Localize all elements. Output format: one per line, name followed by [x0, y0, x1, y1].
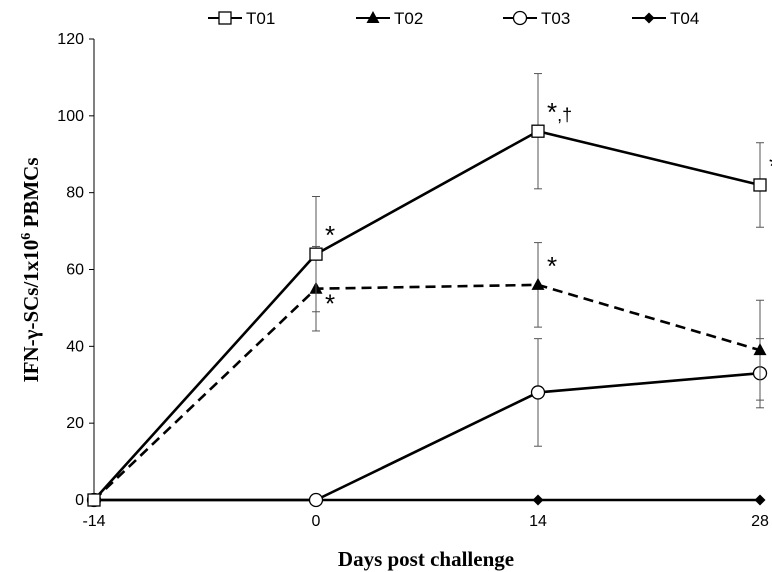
y-tick-label: 100: [57, 108, 84, 125]
significance-annotation: *: [547, 251, 557, 281]
x-tick-label: 0: [312, 513, 321, 530]
y-tick-label: 60: [66, 262, 84, 279]
significance-annotation: *: [325, 220, 335, 250]
legend-item-t04: T04: [632, 9, 699, 28]
legend-label: T03: [541, 9, 570, 28]
data-point-t01: [309, 247, 323, 261]
data-point-t01: [87, 493, 101, 507]
legend-item-t02: T02: [356, 9, 423, 28]
x-axis: -14 0 14 28: [82, 499, 769, 530]
significance-annotation: *,†: [547, 97, 572, 127]
legend-label: T02: [394, 9, 423, 28]
y-tick-label: 80: [66, 185, 84, 202]
series-t01: [87, 73, 767, 507]
series-t03: [86, 338, 768, 508]
data-point-t03: [530, 385, 546, 400]
y-tick-label: 40: [66, 338, 84, 355]
legend-marker: [643, 12, 655, 24]
annotation-layer: * * *,† * *,†: [325, 97, 772, 319]
data-point-t01: [753, 178, 767, 192]
significance-annotation: *,†: [769, 151, 772, 181]
x-tick-label: 28: [751, 513, 769, 530]
legend-label: T01: [246, 9, 275, 28]
y-axis-title-superscript: 6: [19, 233, 34, 240]
series-t02: [87, 242, 767, 505]
legend-item-t03: T03: [503, 9, 570, 28]
legend-marker: [218, 11, 232, 25]
series-layer: [86, 73, 768, 508]
y-axis: 0 20 40 60 80 100 120: [57, 31, 95, 509]
y-axis-title: IFN-γ-SCs/1x106 PBMCs: [19, 157, 43, 382]
y-tick-label: 120: [57, 31, 84, 48]
legend-marker: [366, 11, 380, 23]
legend: T01 T02 T03 T04: [208, 9, 699, 28]
x-axis-title: Days post challenge: [338, 547, 514, 571]
data-point-t01: [531, 124, 545, 138]
data-point-t03: [308, 492, 324, 508]
legend-item-t01: T01: [208, 9, 275, 28]
data-point-t04: [754, 494, 766, 506]
series-line-t03: [94, 371, 761, 502]
data-point-t04: [532, 494, 544, 506]
y-axis-title-main: IFN-γ-SCs/1x10: [19, 240, 43, 383]
legend-marker: [512, 10, 528, 26]
legend-label: T04: [670, 9, 699, 28]
significance-annotation: *: [325, 289, 335, 319]
y-tick-label: 20: [66, 415, 84, 432]
series-line-t02: [93, 283, 761, 501]
y-axis-title-tail: PBMCs: [19, 157, 43, 232]
y-tick-label: 0: [75, 492, 84, 509]
series-line-t01: [93, 129, 761, 501]
data-point-t02: [753, 343, 767, 356]
data-point-t02: [531, 277, 545, 290]
x-tick-label: 14: [529, 513, 547, 530]
x-tick-label: -14: [82, 513, 105, 530]
